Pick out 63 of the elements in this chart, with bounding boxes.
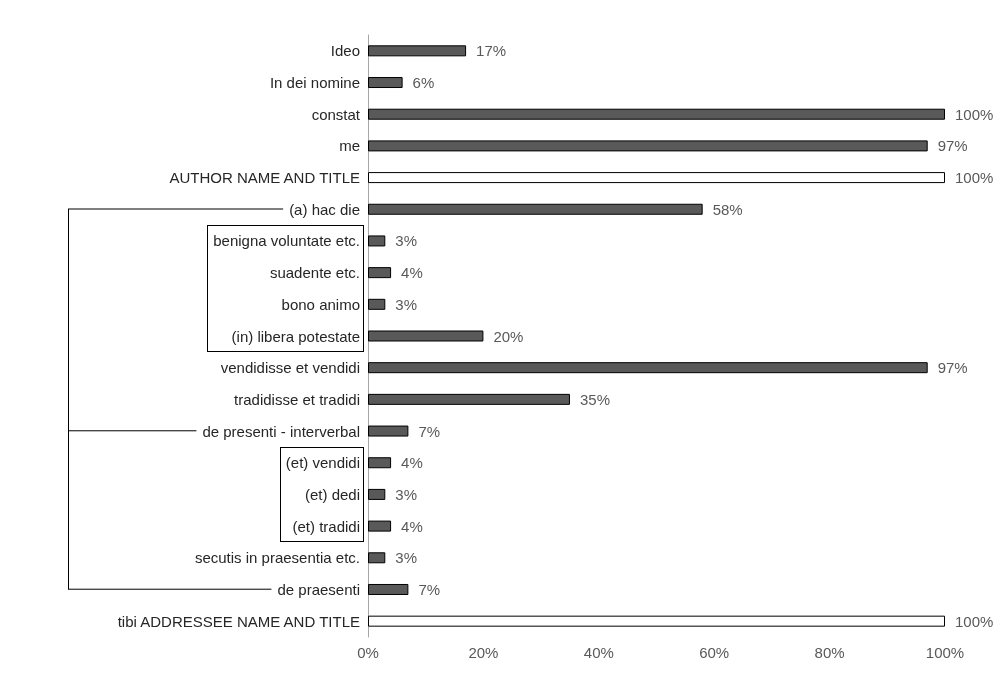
data-label: 20%: [493, 327, 524, 345]
data-label: 35%: [579, 390, 610, 408]
bar: [368, 393, 570, 405]
bar: [368, 330, 484, 342]
bar: [368, 425, 409, 437]
y-tick-label: me: [339, 137, 360, 155]
bar: [368, 267, 392, 279]
y-tick-label: (in) libera potestate: [231, 327, 360, 345]
y-tick-label: In dei nomine: [269, 74, 360, 92]
y-tick-label: (et) tradidi: [292, 517, 360, 535]
data-label: 6%: [412, 74, 435, 92]
x-tick-label: 100%: [925, 644, 965, 661]
y-tick-label: de praesenti: [277, 580, 360, 598]
data-label: 4%: [401, 264, 423, 282]
y-tick-label: (a) hac die: [289, 200, 360, 218]
bar: [368, 235, 386, 247]
y-tick-label: tibi ADDRESSEE NAME AND TITLE: [117, 612, 360, 630]
y-tick-label: tradidisse et tradidi: [234, 390, 360, 408]
bar: [368, 140, 928, 152]
y-tick-label: secutis in praesentia etc.: [194, 549, 360, 567]
data-label: 3%: [395, 549, 417, 567]
bar: [368, 457, 392, 469]
y-tick-label: (et) dedi: [304, 485, 360, 503]
x-tick-label: 60%: [699, 644, 730, 661]
bar: [368, 108, 945, 120]
data-label: 97%: [937, 359, 968, 377]
y-tick-label: suadente etc.: [269, 264, 360, 282]
y-tick-label: AUTHOR NAME AND TITLE: [169, 169, 360, 187]
bar: [368, 77, 403, 89]
y-tick-label: de presenti - interverbal: [202, 422, 360, 440]
y-tick-label: Ideo: [330, 42, 360, 60]
data-label: 100%: [955, 169, 994, 187]
data-label: 4%: [401, 454, 423, 472]
y-tick-label: bono animo: [281, 295, 360, 313]
data-label: 100%: [955, 105, 994, 123]
bar: [368, 45, 467, 57]
data-label: 3%: [395, 295, 417, 313]
bar: [368, 203, 703, 215]
y-tick-label: (et) vendidi: [285, 454, 360, 472]
data-label: 7%: [418, 580, 441, 598]
bar: [368, 362, 928, 374]
bar: [368, 615, 945, 627]
data-label: 4%: [401, 517, 423, 535]
data-label: 3%: [395, 232, 417, 250]
data-label: 3%: [395, 485, 417, 503]
data-label: 58%: [712, 200, 743, 218]
bar: [368, 298, 386, 310]
bar: [368, 583, 409, 595]
y-tick-label: constat: [311, 105, 361, 123]
bar: [368, 172, 945, 184]
y-tick-label: benigna voluntate etc.: [213, 232, 360, 250]
bar: [368, 520, 392, 532]
y-tick-label: vendidisse et vendidi: [220, 359, 360, 377]
x-tick-label: 40%: [583, 644, 614, 661]
data-label: 7%: [418, 422, 441, 440]
x-tick-label: 20%: [468, 644, 499, 661]
x-tick-label: 80%: [814, 644, 845, 661]
x-tick-label: 0%: [357, 644, 379, 661]
bar: [368, 488, 386, 500]
data-label: 100%: [955, 612, 994, 630]
data-label: 17%: [476, 42, 507, 60]
data-label: 97%: [937, 137, 968, 155]
bar: [368, 552, 386, 564]
